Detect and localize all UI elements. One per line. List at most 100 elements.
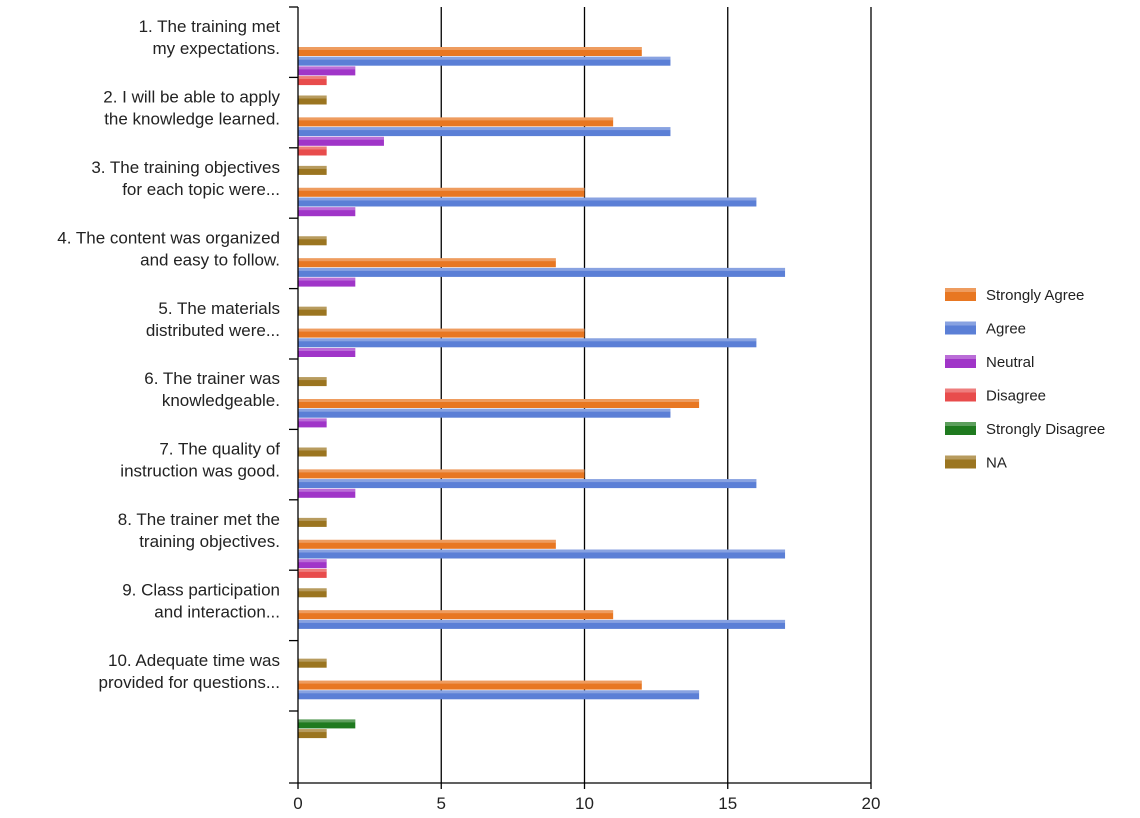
bar-strongly-agree [298, 47, 642, 56]
bar-neutral [298, 136, 384, 146]
bar-fill [298, 236, 327, 246]
category-label: 4. The content was organized [57, 228, 280, 247]
bar-highlight [298, 549, 786, 553]
bar-highlight [298, 47, 642, 50]
bar-fill [298, 187, 585, 197]
bar-fill [298, 559, 327, 569]
legend-swatch [945, 288, 976, 301]
category-label: my expectations. [152, 39, 280, 58]
category-label: and easy to follow. [140, 250, 280, 269]
legend-item: Disagree [945, 388, 1046, 405]
axes [289, 6, 872, 789]
bar-na [298, 377, 327, 387]
x-tick-label: 0 [293, 794, 302, 813]
bar-highlight [298, 146, 327, 150]
bar-highlight [298, 469, 585, 473]
bar-strongly-agree [298, 680, 642, 690]
bar-fill [298, 690, 700, 700]
category-label: 8. The trainer met the [118, 510, 280, 529]
x-tick-label: 10 [575, 794, 594, 813]
bar-highlight [298, 568, 327, 572]
bar-fill [298, 277, 356, 287]
legend-swatch [945, 355, 976, 368]
bar-highlight [298, 306, 327, 310]
bar-highlight [298, 207, 356, 211]
bar-highlight [298, 267, 786, 271]
bar-highlight [298, 95, 327, 99]
legend-swatch [945, 455, 976, 469]
bar-neutral [298, 207, 356, 217]
legend-swatch [945, 321, 976, 335]
bar-disagree [298, 568, 327, 578]
bar-fill [298, 680, 642, 690]
bar-fill [298, 619, 786, 629]
bar-strongly-agree [298, 117, 614, 127]
bar-fill [298, 469, 585, 479]
bar-fill [298, 258, 556, 268]
bars [298, 47, 786, 739]
bar-fill [298, 549, 786, 559]
x-tick-label: 15 [718, 794, 737, 813]
bar-highlight [298, 187, 585, 191]
bar-disagree [298, 146, 327, 156]
grid-lines [440, 7, 872, 783]
legend-label: NA [986, 455, 1007, 472]
bar-fill [298, 729, 327, 739]
bar-fill [298, 267, 786, 277]
legend-swatch [945, 388, 976, 402]
bar-na [298, 588, 327, 598]
category-label: the knowledge learned. [104, 110, 280, 129]
bar-disagree [298, 76, 327, 86]
bar-na [298, 236, 327, 246]
bar-strongly-agree [298, 258, 556, 268]
legend-item: Agree [945, 321, 1026, 338]
category-label: 2. I will be able to apply [103, 88, 280, 107]
category-label: 6. The trainer was [144, 369, 280, 388]
bar-fill [298, 338, 757, 348]
category-label: distributed were... [146, 321, 280, 340]
category-label: for each topic were... [122, 180, 280, 199]
x-tick-label: 20 [862, 794, 881, 813]
bar-highlight [298, 517, 327, 521]
legend-item: Neutral [945, 354, 1034, 371]
bar-agree [298, 408, 671, 418]
bar-fill [298, 399, 700, 408]
bar-strongly-agree [298, 328, 585, 338]
bar-fill [298, 658, 327, 668]
legend-item: NA [945, 455, 1007, 472]
legend-item: Strongly Disagree [945, 421, 1105, 438]
bar-fill [298, 479, 757, 489]
legend-swatch-highlight [945, 355, 976, 359]
bar-strongly-agree [298, 399, 700, 408]
bar-highlight [298, 117, 614, 121]
category-label: 7. The quality of [159, 440, 280, 459]
bar-agree [298, 56, 671, 66]
bar-agree [298, 549, 786, 559]
legend-item: Strongly Agree [945, 287, 1084, 304]
legend-label: Strongly Disagree [986, 421, 1105, 438]
bar-fill [298, 47, 642, 56]
bar-highlight [298, 197, 757, 201]
bar-strongly-agree [298, 539, 556, 549]
legend-swatch [945, 422, 976, 435]
category-label: 10. Adequate time was [108, 651, 280, 670]
bar-highlight [298, 66, 356, 70]
bar-fill [298, 568, 327, 578]
bar-highlight [298, 729, 327, 733]
bar-highlight [298, 447, 327, 451]
category-label: training objectives. [139, 532, 280, 551]
bar-highlight [298, 658, 327, 662]
bar-highlight [298, 236, 327, 240]
bar-highlight [298, 76, 327, 80]
bar-agree [298, 197, 757, 207]
bar-na [298, 517, 327, 527]
bar-fill [298, 306, 327, 316]
legend-swatch-highlight [945, 422, 976, 426]
bar-neutral [298, 348, 356, 357]
legend-swatch-highlight [945, 321, 976, 326]
bar-fill [298, 539, 556, 549]
category-label: and interaction... [154, 602, 280, 621]
bar-fill [298, 588, 327, 598]
bar-fill [298, 377, 327, 387]
